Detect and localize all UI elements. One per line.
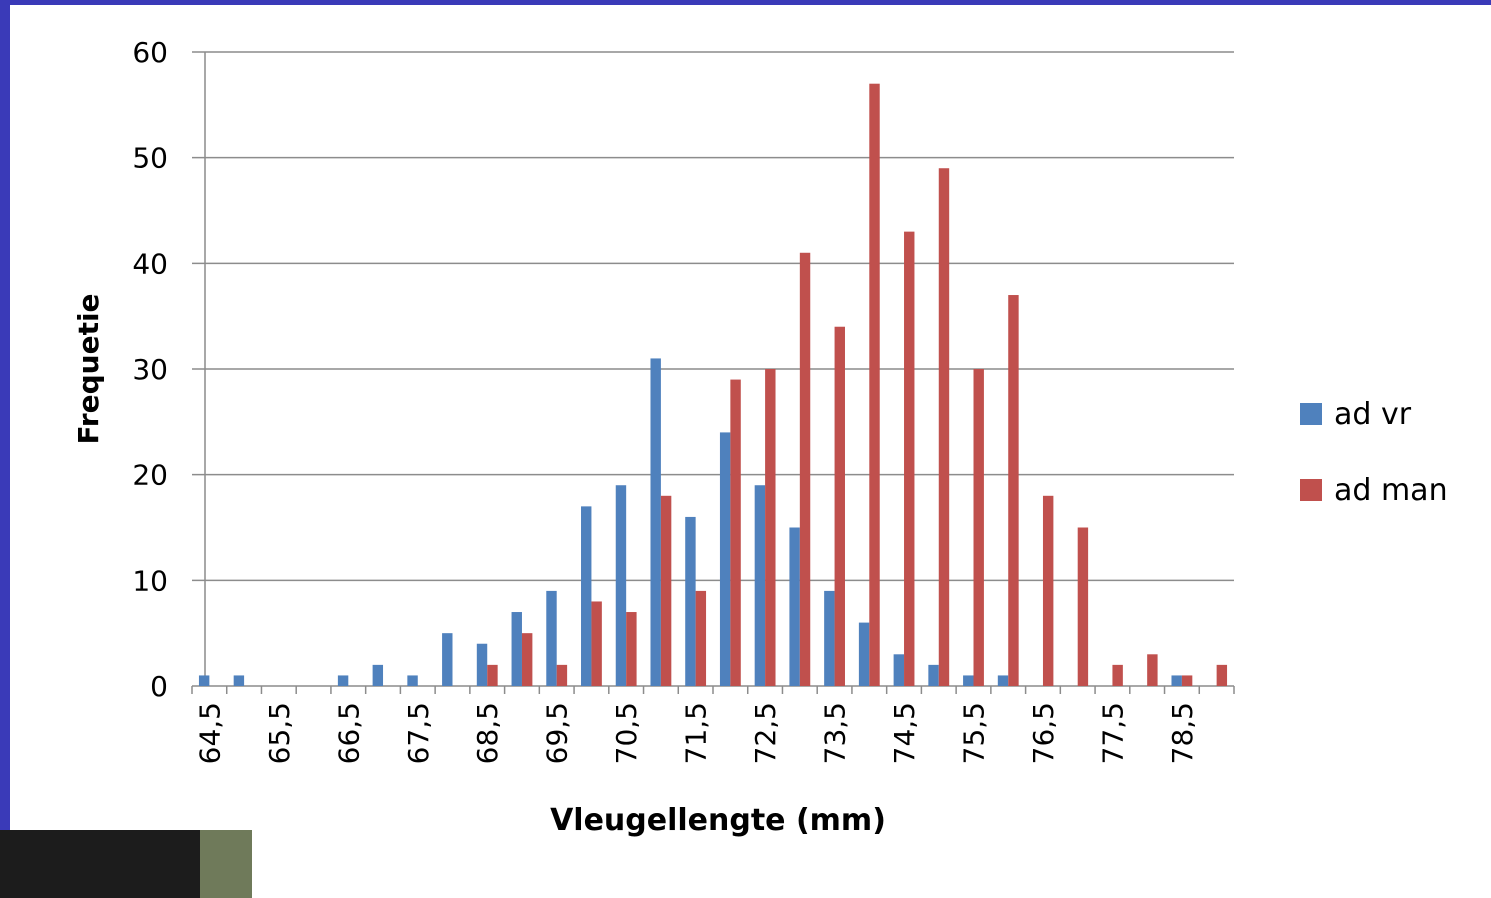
x-tick-label: 70,5	[610, 702, 643, 764]
bar	[198, 675, 210, 686]
x-tick-label: 75,5	[958, 702, 991, 764]
bar	[963, 675, 974, 686]
bar	[1171, 675, 1182, 686]
bar	[730, 379, 741, 686]
bar	[521, 633, 533, 686]
legend-label: ad man	[1334, 473, 1448, 508]
y-tick-label: 60	[132, 36, 168, 69]
x-tick-label: 67,5	[402, 702, 435, 764]
bar	[685, 516, 696, 686]
y-tick-label: 20	[132, 459, 168, 492]
bar	[938, 168, 950, 686]
x-tick-label: 73,5	[819, 702, 852, 764]
x-tick-label: 69,5	[541, 702, 574, 764]
bar	[869, 83, 880, 686]
bar	[973, 369, 984, 686]
bar	[546, 590, 557, 686]
bar	[233, 675, 245, 686]
bar	[765, 369, 776, 686]
bar	[1112, 664, 1123, 686]
y-tick-label: 10	[132, 564, 168, 597]
bar	[442, 633, 453, 686]
x-axis-title: Vleugellengte (mm)	[550, 803, 886, 838]
y-tick-label: 30	[132, 353, 168, 386]
x-tick-label: 74,5	[888, 702, 921, 764]
bar	[928, 664, 939, 686]
bar	[858, 622, 870, 686]
bar	[754, 485, 766, 686]
legend-label: ad vr	[1334, 397, 1412, 432]
bar	[660, 495, 672, 686]
bar	[789, 527, 800, 686]
bar	[893, 654, 905, 686]
bar	[1008, 295, 1019, 686]
bar	[615, 485, 627, 686]
x-tick-label: 71,5	[680, 702, 713, 764]
x-tick-label: 78,5	[1166, 702, 1199, 764]
bar	[626, 612, 637, 686]
bar	[487, 664, 498, 686]
x-tick-label: 64,5	[193, 702, 226, 764]
bar	[824, 590, 835, 686]
legend-swatch	[1300, 403, 1322, 425]
y-tick-label: 0	[150, 670, 168, 703]
x-tick-label: 76,5	[1027, 702, 1060, 764]
x-tick-label: 72,5	[749, 702, 782, 764]
x-tick-label: 68,5	[471, 702, 504, 764]
bar	[799, 252, 811, 686]
bar	[719, 432, 731, 686]
bar	[1077, 527, 1089, 686]
slide-panel	[10, 5, 1491, 898]
bar	[834, 326, 845, 686]
bar	[591, 601, 602, 686]
bar	[997, 675, 1009, 686]
bar	[556, 664, 568, 686]
bar	[1147, 654, 1158, 686]
photo-edge	[200, 830, 252, 898]
x-tick-label: 65,5	[263, 702, 296, 764]
bar	[695, 590, 707, 686]
bar	[581, 506, 592, 686]
bar	[476, 643, 488, 686]
y-tick-label: 50	[132, 142, 168, 175]
legend-swatch	[1300, 479, 1322, 501]
y-tick-label: 40	[132, 247, 168, 280]
x-tick-label: 77,5	[1096, 702, 1129, 764]
bar	[650, 358, 661, 686]
bar	[372, 664, 384, 686]
y-axis-title: Frequetie	[72, 293, 105, 444]
bar	[407, 675, 418, 686]
bar	[1216, 664, 1228, 686]
bar	[337, 675, 349, 686]
bar	[904, 231, 915, 686]
bar	[511, 612, 522, 686]
bar	[1181, 675, 1193, 686]
bar	[1042, 495, 1054, 686]
x-tick-label: 66,5	[332, 702, 365, 764]
